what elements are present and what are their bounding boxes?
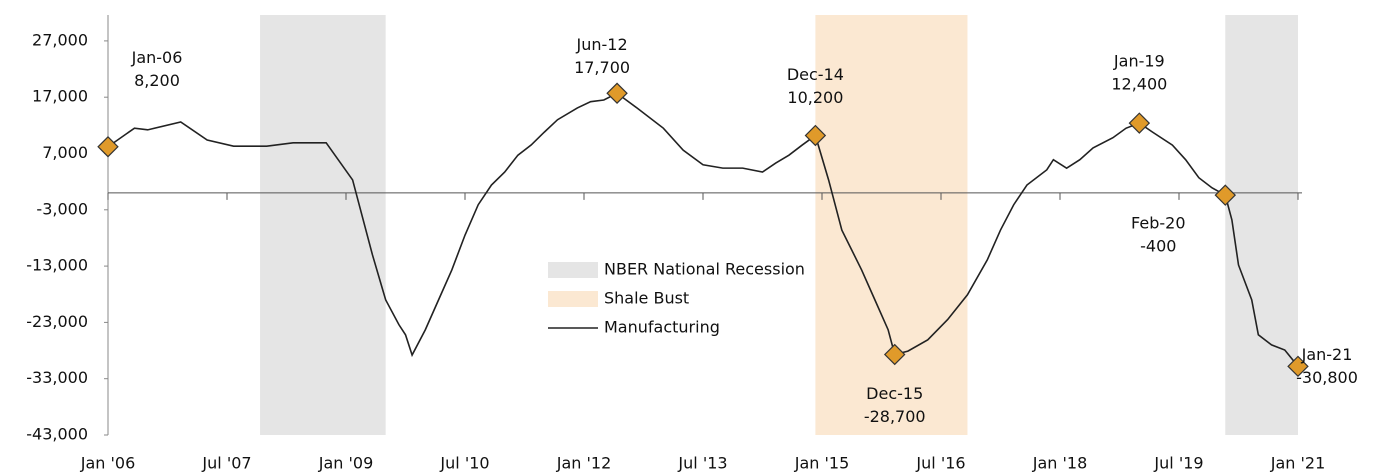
annotation-value: -28,700 [864, 407, 926, 426]
annotation-value: -30,800 [1296, 368, 1358, 387]
annotation-label: Dec-15 [866, 384, 923, 403]
y-tick-label: -13,000 [26, 256, 88, 275]
annotation-marker [883, 343, 906, 366]
y-tick-label: 17,000 [32, 87, 88, 106]
annotation-marker [804, 124, 827, 147]
annotation-value: 8,200 [134, 71, 180, 90]
annotation-marker [97, 135, 119, 158]
annotation-label: Jan-21 [1301, 345, 1353, 364]
y-tick-label: -43,000 [26, 425, 88, 444]
legend-label: NBER National Recession [604, 260, 805, 279]
x-tick-label: Jan '06 [80, 454, 136, 473]
annotation-value: 12,400 [1111, 75, 1167, 94]
x-tick-label: Jan '21 [1270, 454, 1326, 473]
x-tick-label: Jul '07 [201, 454, 251, 473]
annotation-value: 10,200 [787, 88, 843, 107]
y-tick-label: 27,000 [32, 30, 88, 49]
series-line [107, 92, 1299, 367]
x-tick-label: Jul '16 [915, 454, 965, 473]
annotation-label: Jan-06 [131, 48, 183, 67]
x-tick-label: Jan '18 [1032, 454, 1088, 473]
x-tick-label: Jul '19 [1153, 454, 1203, 473]
y-tick-label: -33,000 [26, 368, 88, 387]
annotation-value: 17,700 [574, 58, 630, 77]
annotation-marker [1287, 355, 1309, 378]
annotation-value: -400 [1140, 237, 1176, 256]
x-tick-label: Jul '10 [439, 454, 489, 473]
y-tick-label: -3,000 [36, 199, 88, 218]
annotation-label: Feb-20 [1131, 214, 1185, 233]
y-tick-label: -23,000 [26, 312, 88, 331]
legend-swatch [548, 291, 598, 307]
shaded-region [1225, 15, 1298, 435]
annotation-label: Jun-12 [575, 35, 627, 54]
x-tick-label: Jul '13 [677, 454, 727, 473]
annotation-marker [606, 82, 628, 105]
annotation-label: Dec-14 [787, 65, 844, 84]
legend-label: Manufacturing [604, 318, 720, 337]
annotation-marker [1128, 112, 1151, 134]
legend-label: Shale Bust [604, 289, 689, 308]
legend-swatch [548, 262, 598, 278]
x-tick-label: Jan '09 [318, 454, 374, 473]
annotation-label: Jan-19 [1113, 52, 1165, 71]
shaded-region [260, 15, 386, 435]
y-tick-label: 7,000 [42, 143, 88, 162]
x-tick-label: Jan '12 [556, 454, 612, 473]
x-tick-label: Jan '15 [794, 454, 850, 473]
annotation-marker [1214, 184, 1237, 206]
